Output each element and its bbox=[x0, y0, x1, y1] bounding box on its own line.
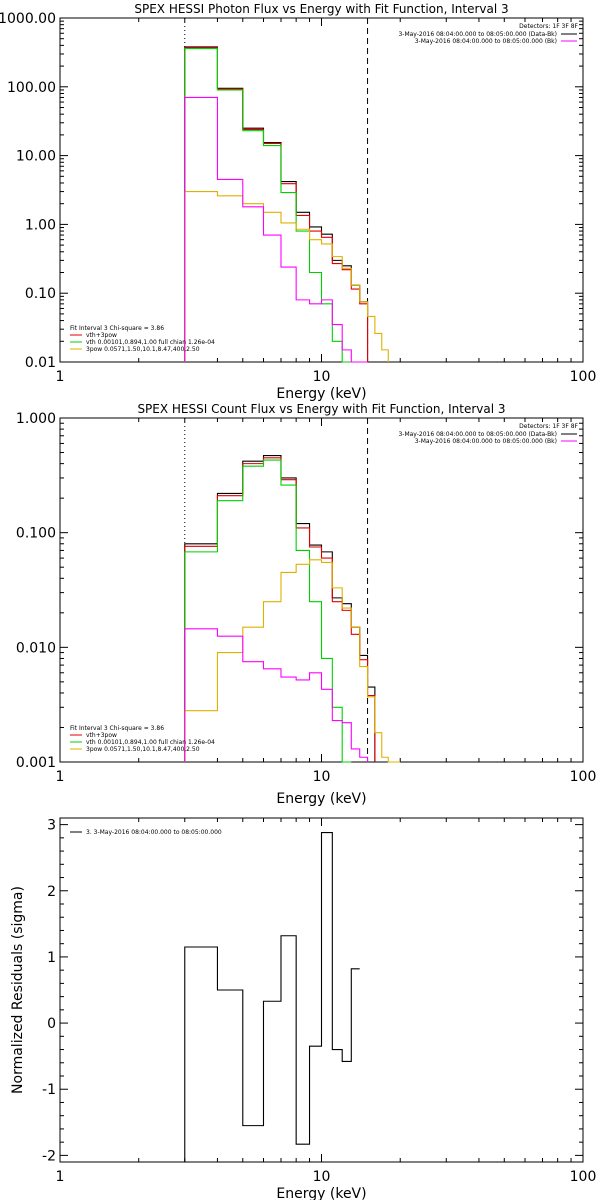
series-3pow-step-line bbox=[184, 191, 389, 362]
legend-fit-interval: Fit Interval 3 Chi-square = 3.86 bbox=[70, 325, 164, 332]
y-tick-label: 0.100 bbox=[16, 526, 56, 542]
chart-title: SPEX HESSI Count Flux vs Energy with Fit… bbox=[137, 402, 505, 416]
y-tick-label: 3 bbox=[47, 818, 56, 834]
y-tick-label: -2 bbox=[42, 1148, 56, 1164]
legend-detectors: Detectors: 1F 3F 8F bbox=[519, 23, 578, 30]
legend-fit-interval: Fit Interval 3 Chi-square = 3.86 bbox=[70, 725, 164, 732]
series-bk-step-line bbox=[184, 628, 369, 762]
legend-left-item: vth 0.00101,0.894,1.00 full chian 1.26e-… bbox=[86, 339, 215, 346]
axes-frame bbox=[59, 417, 584, 763]
x-tick-label: 100 bbox=[570, 769, 597, 785]
series-vth_3pow-step-line bbox=[184, 47, 369, 362]
y-tick-label: 0.01 bbox=[25, 355, 56, 371]
legend-left-item: 3pow 0.0571,1.50,10.1,8.47,400,2.50 bbox=[86, 346, 200, 353]
panel-2: SPEX HESSI Count Flux vs Energy with Fit… bbox=[16, 402, 596, 807]
y-tick-label: 1.00 bbox=[25, 217, 56, 233]
x-tick-label: 1 bbox=[56, 369, 65, 385]
y-axis-label: Normalized Residuals (sigma) bbox=[10, 886, 26, 1094]
x-tick-label: 10 bbox=[313, 369, 331, 385]
series-data-step-line bbox=[184, 46, 369, 362]
y-tick-label: 2 bbox=[47, 884, 56, 900]
series-residuals-step-line bbox=[184, 832, 360, 1162]
legend-right-item: 3-May-2016 08:04:00.000 to 08:05:00.000 … bbox=[398, 31, 557, 38]
x-axis-label: Energy (keV) bbox=[276, 791, 366, 807]
y-tick-label: 0 bbox=[47, 1016, 56, 1032]
y-tick-label: 100.00 bbox=[7, 80, 56, 96]
series-3pow-step-line bbox=[184, 559, 401, 763]
legend-right-item: 3-May-2016 08:04:00.000 to 08:05:00.000 … bbox=[398, 431, 557, 438]
series-vth-step-line bbox=[184, 459, 352, 763]
chart-title: SPEX HESSI Photon Flux vs Energy with Fi… bbox=[134, 2, 508, 16]
y-tick-label: 1 bbox=[47, 950, 56, 966]
y-tick-label: 1000.00 bbox=[0, 11, 56, 27]
y-tick-label: 1.000 bbox=[16, 411, 56, 427]
legend-right-item: 3-May-2016 08:04:00.000 to 08:05:00.000 … bbox=[415, 438, 557, 445]
panel-3: 1 10 100 -2 -1 0 1 2 3 Energy (keV) Normalized Res… bbox=[10, 817, 597, 1202]
legend-detectors: Detectors: 1F 3F 8F bbox=[519, 423, 578, 430]
x-axis-label: Energy (keV) bbox=[276, 386, 366, 402]
legend-left-item: vth+3pow bbox=[86, 332, 117, 339]
x-axis-label: Energy (keV) bbox=[276, 1186, 366, 1200]
series-data-step-line bbox=[184, 455, 376, 762]
axes-frame bbox=[59, 17, 584, 363]
x-tick-label: 1 bbox=[56, 1169, 65, 1185]
legend-right-item: 3-May-2016 08:04:00.000 to 08:05:00.000 … bbox=[415, 38, 557, 45]
x-tick-label: 100 bbox=[570, 369, 597, 385]
x-tick-label: 10 bbox=[313, 1169, 331, 1185]
y-tick-label: 0.001 bbox=[16, 755, 56, 771]
x-tick-label: 1 bbox=[56, 769, 65, 785]
y-tick-label: -1 bbox=[42, 1082, 56, 1098]
panel-1: SPEX HESSI Photon Flux vs Energy with Fi… bbox=[0, 2, 596, 402]
legend-left-item: vth 0.00101,0.894,1.00 full chian 1.26e-… bbox=[86, 739, 215, 746]
series-bk-step-line bbox=[184, 96, 368, 363]
y-tick-label: 0.010 bbox=[16, 640, 56, 656]
legend-left-item: vth+3pow bbox=[86, 732, 117, 739]
series-vth-step-line bbox=[184, 47, 368, 363]
y-tick-label: 10.00 bbox=[16, 149, 56, 165]
legend-left-item: 3pow 0.0571,1.50,10.1,8.47,400,2.50 bbox=[86, 746, 200, 753]
x-tick-label: 10 bbox=[313, 769, 331, 785]
series-vth_3pow-step-line bbox=[184, 457, 376, 762]
y-tick-label: 0.10 bbox=[25, 286, 56, 302]
x-tick-label: 100 bbox=[570, 1169, 597, 1185]
legend-left-item: 3. 3-May-2016 08:04:00.000 to 08:05:00.0… bbox=[86, 829, 222, 836]
